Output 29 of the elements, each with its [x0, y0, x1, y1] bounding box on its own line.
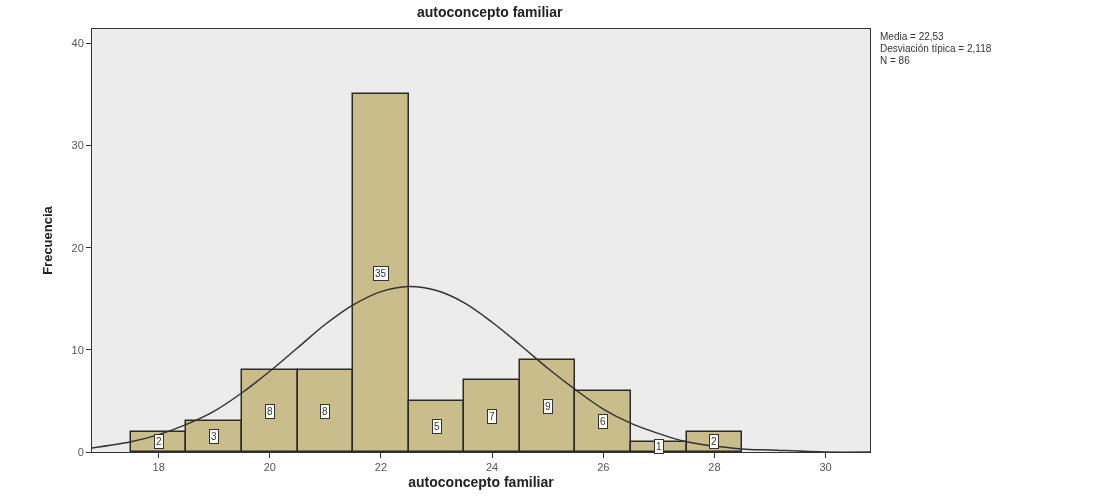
text: Media = 22,53 [880, 31, 945, 42]
data-label: 9 [545, 401, 551, 412]
data-label: 5 [434, 421, 440, 432]
x-tick-label: 22 [374, 461, 388, 474]
text: N = 86 [880, 55, 911, 66]
y-tick-label: 40 [71, 37, 84, 50]
text: Desviación típica = 2,118 [880, 43, 992, 54]
x-tick-label: 18 [152, 461, 165, 474]
data-label: 7 [489, 411, 495, 422]
chart-title: autoconcepto familiar [416, 4, 564, 21]
data-label: 8 [267, 406, 273, 417]
y-tick-label: 20 [71, 241, 84, 254]
x-axis-title: autoconcepto familiar [408, 473, 555, 490]
data-label: 1 [656, 441, 662, 452]
x-tick-label: 20 [263, 461, 276, 474]
y-axis-title: Frecuencia [40, 205, 56, 275]
data-label: 6 [600, 416, 606, 427]
x-tick-label: 26 [597, 461, 610, 474]
data-label: 35 [375, 268, 387, 279]
y-tick-label: 10 [71, 343, 84, 356]
data-label: 3 [211, 431, 217, 442]
x-tick-label: 30 [819, 461, 832, 474]
data-label: 2 [711, 436, 717, 447]
x-tick-label: 28 [708, 461, 721, 474]
data-label: 2 [156, 436, 162, 447]
data-label: 8 [322, 406, 328, 417]
y-tick-label: 30 [71, 139, 84, 152]
x-tick-label: 24 [485, 461, 499, 474]
y-tick-label: 0 [77, 445, 84, 458]
